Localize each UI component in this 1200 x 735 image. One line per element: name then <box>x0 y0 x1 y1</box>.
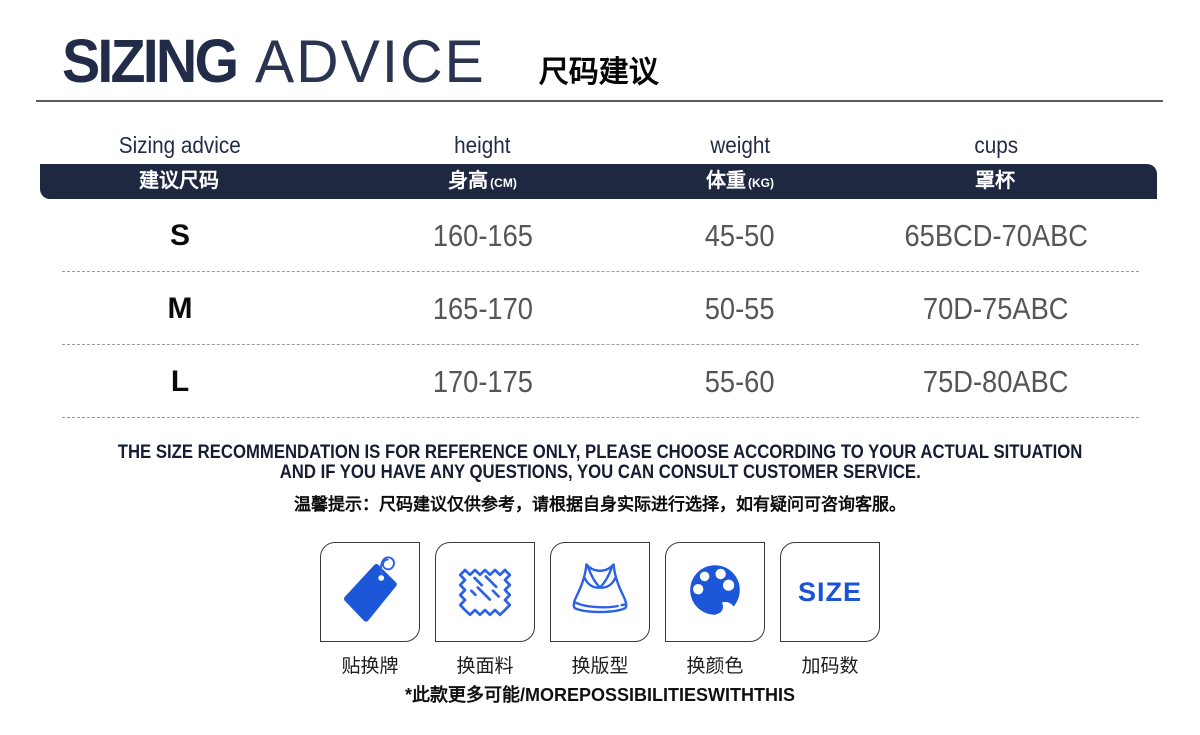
cn-header-text: 身高 <box>448 170 489 192</box>
footer-note: *此款更多可能/MOREPOSSIBILITIESWITHTHIS <box>0 683 1200 707</box>
column-header-label: cups <box>974 132 1018 158</box>
title-en-bold: SIZING <box>62 27 239 95</box>
table-row: L 170-175 55-60 75D-80ABC <box>40 345 1157 418</box>
cn-header-unit: (CM) <box>490 176 517 190</box>
cups-value: 65BCD-70ABC <box>835 218 1157 254</box>
feature-label: 换版型 <box>571 656 629 677</box>
column-header-cups: cups <box>835 132 1157 159</box>
column-header-sizing-advice: Sizing advice <box>40 132 320 159</box>
disclaimer-text: AND IF YOU HAVE ANY QUESTIONS, YOU CAN C… <box>279 462 921 483</box>
table-header-en: Sizing advice height weight cups <box>40 128 1157 163</box>
cups-value: 75D-80ABC <box>835 364 1157 400</box>
cell-text: 55-60 <box>705 363 775 399</box>
size-icon: SIZE <box>797 576 862 607</box>
bra-icon <box>560 550 640 635</box>
feature-color: 换颜色 <box>665 542 765 678</box>
height-value: 165-170 <box>320 291 645 327</box>
cn-header-text: 建议尺码 <box>139 170 219 192</box>
tag-icon <box>330 550 410 635</box>
table-row: S 160-165 45-50 65BCD-70ABC <box>40 199 1157 272</box>
feature-label: 换面料 <box>456 656 514 677</box>
disclaimer: THE SIZE RECOMMENDATION IS FOR REFERENCE… <box>0 443 1200 516</box>
cn-header-text: 体重 <box>706 170 746 192</box>
cell-text: 75D-80ABC <box>923 363 1069 399</box>
disclaimer-zh: 温馨提示：尺码建议仅供参考，请根据自身实际进行选择，如有疑问可咨询客服。 <box>294 495 906 514</box>
cell-text: 170-175 <box>432 363 533 399</box>
table-header-cn: 建议尺码 身高 (CM) 体重 (KG) 罩杯 <box>40 164 1157 199</box>
feature-label: 贴换牌 <box>341 656 399 677</box>
cell-text: 165-170 <box>432 290 533 326</box>
disclaimer-en-line2: AND IF YOU HAVE ANY QUESTIONS, YOU CAN C… <box>0 463 1200 483</box>
cell-text: 45-50 <box>705 217 775 253</box>
cn-header-height: 身高 (CM) <box>320 164 645 201</box>
cell-text: 160-165 <box>432 217 533 253</box>
table-row: M 165-170 50-55 70D-75ABC <box>40 272 1157 345</box>
title-en-light: ADVICE <box>255 28 487 95</box>
disclaimer-text: THE SIZE RECOMMENDATION IS FOR REFERENCE… <box>117 442 1083 463</box>
feature-box <box>665 542 765 642</box>
height-value: 170-175 <box>320 364 645 400</box>
weight-value: 45-50 <box>645 218 835 254</box>
feature-size: SIZE 加码数 <box>780 542 880 678</box>
column-header-weight: weight <box>645 132 835 159</box>
feature-tag: 贴换牌 <box>320 542 420 678</box>
cups-value: 70D-75ABC <box>835 291 1157 327</box>
height-value: 160-165 <box>320 218 645 254</box>
column-header-height: height <box>320 132 645 159</box>
cell-text: 50-55 <box>705 290 775 326</box>
disclaimer-en-line1: THE SIZE RECOMMENDATION IS FOR REFERENCE… <box>0 443 1200 463</box>
size-table: Sizing advice height weight cups 建议尺码 身高… <box>40 128 1157 418</box>
feature-label: 加码数 <box>801 656 859 677</box>
feature-icons: 贴换牌 换面料 <box>0 542 1200 678</box>
cn-header-size: 建议尺码 <box>40 164 320 201</box>
cell-text: 70D-75ABC <box>923 290 1069 326</box>
fabric-icon <box>445 550 525 635</box>
cn-header-unit: (KG) <box>748 176 774 190</box>
palette-icon <box>675 550 755 635</box>
column-header-label: height <box>454 132 511 158</box>
cn-header-text: 罩杯 <box>975 170 1015 192</box>
feature-label: 换颜色 <box>686 656 744 677</box>
cn-header-weight: 体重 (KG) <box>645 164 835 201</box>
feature-box <box>550 542 650 642</box>
feature-box <box>320 542 420 642</box>
page-title: SIZING ADVICE 尺码建议 <box>62 26 659 96</box>
feature-bra: 换版型 <box>550 542 650 678</box>
weight-value: 55-60 <box>645 364 835 400</box>
cell-text: 65BCD-70ABC <box>904 217 1088 253</box>
weight-value: 50-55 <box>645 291 835 327</box>
title-divider <box>36 100 1163 102</box>
title-zh: 尺码建议 <box>538 56 659 89</box>
column-header-label: Sizing advice <box>119 132 241 158</box>
size-label: S <box>169 218 190 252</box>
column-header-label: weight <box>710 132 770 158</box>
cn-header-cups: 罩杯 <box>835 164 1157 201</box>
feature-box <box>435 542 535 642</box>
feature-box: SIZE <box>780 542 880 642</box>
size-label: M <box>167 291 193 325</box>
footer-text: *此款更多可能/MOREPOSSIBILITIESWITHTHIS <box>404 685 795 705</box>
feature-fabric: 换面料 <box>435 542 535 678</box>
size-label: L <box>170 364 190 398</box>
